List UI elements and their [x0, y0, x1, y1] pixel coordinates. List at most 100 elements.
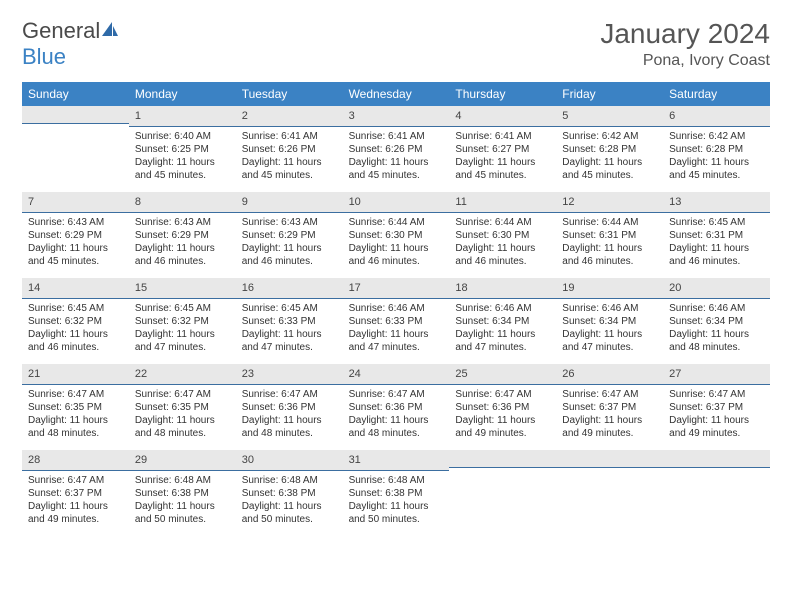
day-cell: 30Sunrise: 6:48 AMSunset: 6:38 PMDayligh… [236, 450, 343, 536]
day-content [663, 468, 770, 477]
day-content: Sunrise: 6:46 AMSunset: 6:34 PMDaylight:… [663, 299, 770, 360]
month-title: January 2024 [600, 18, 770, 50]
sunset-text: Sunset: 6:34 PM [669, 315, 764, 328]
sunrise-text: Sunrise: 6:45 AM [242, 302, 337, 315]
sunrise-text: Sunrise: 6:47 AM [28, 388, 123, 401]
weekday-header: Tuesday [236, 82, 343, 106]
daylight-text: Daylight: 11 hours and 45 minutes. [669, 156, 764, 182]
sunset-text: Sunset: 6:31 PM [669, 229, 764, 242]
day-cell: 11Sunrise: 6:44 AMSunset: 6:30 PMDayligh… [449, 192, 556, 278]
day-cell: 13Sunrise: 6:45 AMSunset: 6:31 PMDayligh… [663, 192, 770, 278]
sunset-text: Sunset: 6:31 PM [562, 229, 657, 242]
sunset-text: Sunset: 6:29 PM [242, 229, 337, 242]
day-number: 4 [449, 106, 556, 127]
day-number: 31 [343, 450, 450, 471]
daylight-text: Daylight: 11 hours and 49 minutes. [455, 414, 550, 440]
daylight-text: Daylight: 11 hours and 49 minutes. [562, 414, 657, 440]
day-number: 5 [556, 106, 663, 127]
day-number: 21 [22, 364, 129, 385]
sunset-text: Sunset: 6:38 PM [135, 487, 230, 500]
sunset-text: Sunset: 6:30 PM [349, 229, 444, 242]
sunrise-text: Sunrise: 6:45 AM [669, 216, 764, 229]
day-number: 25 [449, 364, 556, 385]
daylight-text: Daylight: 11 hours and 46 minutes. [349, 242, 444, 268]
day-cell: 29Sunrise: 6:48 AMSunset: 6:38 PMDayligh… [129, 450, 236, 536]
daylight-text: Daylight: 11 hours and 48 minutes. [28, 414, 123, 440]
sunrise-text: Sunrise: 6:46 AM [455, 302, 550, 315]
sunset-text: Sunset: 6:34 PM [562, 315, 657, 328]
calendar-grid: Sunday Monday Tuesday Wednesday Thursday… [22, 82, 770, 536]
sunset-text: Sunset: 6:36 PM [349, 401, 444, 414]
sunrise-text: Sunrise: 6:41 AM [242, 130, 337, 143]
day-number [22, 106, 129, 124]
daylight-text: Daylight: 11 hours and 48 minutes. [669, 328, 764, 354]
daylight-text: Daylight: 11 hours and 47 minutes. [562, 328, 657, 354]
daylight-text: Daylight: 11 hours and 46 minutes. [562, 242, 657, 268]
sunrise-text: Sunrise: 6:41 AM [455, 130, 550, 143]
day-number: 2 [236, 106, 343, 127]
day-cell: 9Sunrise: 6:43 AMSunset: 6:29 PMDaylight… [236, 192, 343, 278]
day-number: 15 [129, 278, 236, 299]
day-number: 20 [663, 278, 770, 299]
sunset-text: Sunset: 6:35 PM [135, 401, 230, 414]
day-cell: 28Sunrise: 6:47 AMSunset: 6:37 PMDayligh… [22, 450, 129, 536]
sunrise-text: Sunrise: 6:48 AM [135, 474, 230, 487]
day-cell [22, 106, 129, 192]
day-cell: 12Sunrise: 6:44 AMSunset: 6:31 PMDayligh… [556, 192, 663, 278]
sunset-text: Sunset: 6:37 PM [669, 401, 764, 414]
day-content: Sunrise: 6:42 AMSunset: 6:28 PMDaylight:… [556, 127, 663, 188]
daylight-text: Daylight: 11 hours and 46 minutes. [28, 328, 123, 354]
day-number: 22 [129, 364, 236, 385]
daylight-text: Daylight: 11 hours and 48 minutes. [135, 414, 230, 440]
day-cell: 21 Sunrise: 6:47 AMSunset: 6:35 PMDayligh… [22, 364, 129, 450]
sunset-text: Sunset: 6:36 PM [242, 401, 337, 414]
sunrise-text: Sunrise: 6:40 AM [135, 130, 230, 143]
day-content: Sunrise: 6:43 AMSunset: 6:29 PMDaylight:… [236, 213, 343, 274]
day-number: 9 [236, 192, 343, 213]
weekday-header: Thursday [449, 82, 556, 106]
daylight-text: Daylight: 11 hours and 50 minutes. [349, 500, 444, 526]
day-cell: 8Sunrise: 6:43 AMSunset: 6:29 PMDaylight… [129, 192, 236, 278]
day-cell [449, 450, 556, 536]
day-number: 27 [663, 364, 770, 385]
sunset-text: Sunset: 6:34 PM [455, 315, 550, 328]
day-content: Sunrise: 6:46 AMSunset: 6:33 PMDaylight:… [343, 299, 450, 360]
day-content: Sunrise: 6:47 AMSunset: 6:37 PMDaylight:… [556, 385, 663, 446]
day-content: Sunrise: 6:40 AMSunset: 6:25 PMDaylight:… [129, 127, 236, 188]
weekday-header-row: Sunday Monday Tuesday Wednesday Thursday… [22, 82, 770, 106]
day-content: Sunrise: 6:46 AMSunset: 6:34 PMDaylight:… [449, 299, 556, 360]
day-number [556, 450, 663, 468]
sunset-text: Sunset: 6:33 PM [349, 315, 444, 328]
day-number: 7 [22, 192, 129, 213]
day-content: Sunrise: 6:45 AMSunset: 6:32 PMDaylight:… [129, 299, 236, 360]
day-cell: 18Sunrise: 6:46 AMSunset: 6:34 PMDayligh… [449, 278, 556, 364]
weekday-header: Wednesday [343, 82, 450, 106]
day-cell: 14Sunrise: 6:45 AMSunset: 6:32 PMDayligh… [22, 278, 129, 364]
weekday-header: Saturday [663, 82, 770, 106]
sunrise-text: Sunrise: 6:45 AM [28, 302, 123, 315]
day-number: 23 [236, 364, 343, 385]
day-number: 30 [236, 450, 343, 471]
sunrise-text: Sunrise: 6:47 AM [455, 388, 550, 401]
sunset-text: Sunset: 6:36 PM [455, 401, 550, 414]
day-cell: 2Sunrise: 6:41 AMSunset: 6:26 PMDaylight… [236, 106, 343, 192]
day-cell: 10Sunrise: 6:44 AMSunset: 6:30 PMDayligh… [343, 192, 450, 278]
sunset-text: Sunset: 6:35 PM [28, 401, 123, 414]
day-content: Sunrise: 6:45 AMSunset: 6:33 PMDaylight:… [236, 299, 343, 360]
daylight-text: Daylight: 11 hours and 49 minutes. [669, 414, 764, 440]
week-row: 28Sunrise: 6:47 AMSunset: 6:37 PMDayligh… [22, 450, 770, 536]
day-cell: 24Sunrise: 6:47 AMSunset: 6:36 PMDayligh… [343, 364, 450, 450]
day-cell: 7Sunrise: 6:43 AMSunset: 6:29 PMDaylight… [22, 192, 129, 278]
title-block: January 2024 Pona, Ivory Coast [600, 18, 770, 70]
day-content: Sunrise: 6:48 AMSunset: 6:38 PMDaylight:… [343, 471, 450, 532]
day-number: 14 [22, 278, 129, 299]
day-content: Sunrise: 6:47 AMSunset: 6:36 PMDaylight:… [449, 385, 556, 446]
weeks-container: 1Sunrise: 6:40 AMSunset: 6:25 PMDaylight… [22, 106, 770, 536]
day-content [556, 468, 663, 477]
day-number: 26 [556, 364, 663, 385]
day-cell: 19Sunrise: 6:46 AMSunset: 6:34 PMDayligh… [556, 278, 663, 364]
day-cell: 25Sunrise: 6:47 AMSunset: 6:36 PMDayligh… [449, 364, 556, 450]
daylight-text: Daylight: 11 hours and 48 minutes. [242, 414, 337, 440]
day-content: Sunrise: 6:45 AMSunset: 6:31 PMDaylight:… [663, 213, 770, 274]
sunrise-text: Sunrise: 6:44 AM [455, 216, 550, 229]
